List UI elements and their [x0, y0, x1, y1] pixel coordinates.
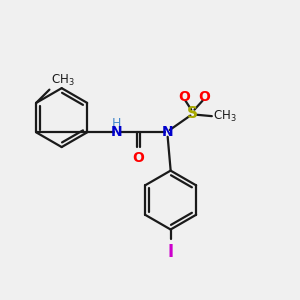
Text: O: O [132, 152, 144, 166]
Text: H: H [112, 117, 121, 130]
Text: I: I [167, 243, 174, 261]
Text: O: O [178, 90, 190, 104]
Text: CH$_3$: CH$_3$ [51, 73, 75, 88]
Text: N: N [110, 125, 122, 139]
Text: CH$_3$: CH$_3$ [213, 109, 237, 124]
Text: S: S [187, 106, 198, 121]
Text: O: O [198, 90, 210, 104]
Text: N: N [162, 125, 173, 139]
